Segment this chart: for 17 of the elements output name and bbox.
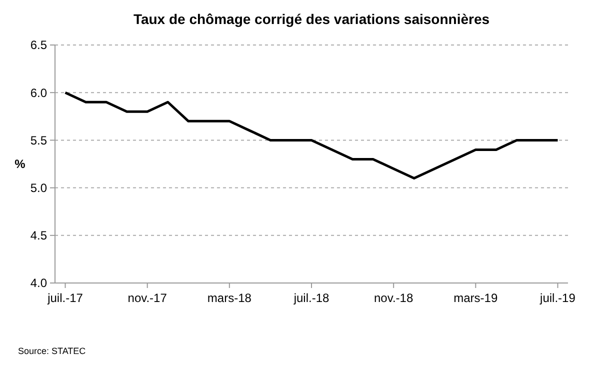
y-tick-label: 4.5 [30,228,48,243]
source-note: Source: STATEC [18,346,86,356]
line-series [64,91,559,180]
y-tick-label: 6.0 [30,86,48,100]
x-tick-label: juil.-17 [46,291,84,305]
x-tick-label: nov.-18 [374,291,414,305]
x-tick-label: mars-18 [207,291,252,305]
y-tick-label: 6.5 [30,38,48,52]
x-tick-label: mars-19 [454,291,498,305]
x-tick-label: juil.-19 [539,291,576,305]
y-axis-title: % [14,157,26,171]
y-tick-label: 5.5 [30,133,48,148]
x-tick-label: nov.-17 [128,291,168,305]
y-tick-label: 4.0 [30,276,48,290]
x-tick-label: juil.-18 [292,291,330,305]
chart-title: Taux de chômage corrigé des variations saisonnières [133,11,490,27]
y-tick-label: 5.0 [30,181,48,195]
